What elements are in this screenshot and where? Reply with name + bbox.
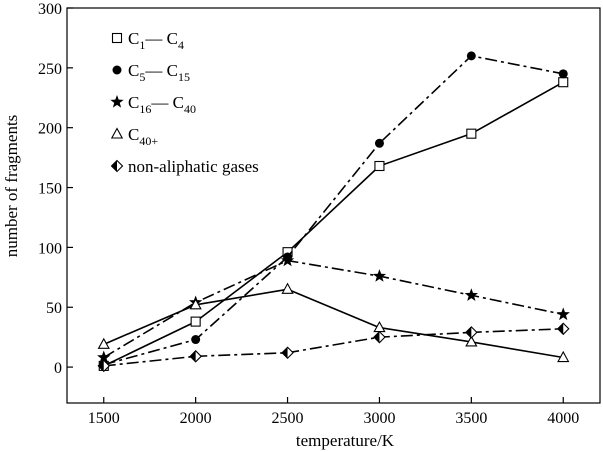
data-point (558, 77, 569, 88)
data-point (466, 128, 477, 139)
legend: C1— C4 C5— C15 C16— C40 C40+ non-aliphatic g… (110, 29, 259, 176)
y-axis-title: number of fragments (2, 115, 21, 258)
data-point (189, 298, 202, 310)
x-tick-label: 2500 (272, 410, 304, 427)
data-point (372, 269, 387, 282)
legend-label: C1— C4 (128, 29, 184, 52)
legend-marker (112, 65, 122, 75)
data-point (557, 350, 570, 363)
legend-marker (110, 127, 124, 139)
data-point (97, 359, 111, 373)
x-tick-label: 3500 (455, 410, 487, 427)
data-point (466, 51, 476, 61)
legend-label: non-aliphatic gases (128, 157, 259, 176)
x-tick-label: 2000 (180, 410, 212, 427)
data-point (190, 316, 201, 327)
legend-label: C40+ (128, 125, 158, 148)
series-line (103, 55, 564, 366)
x-tick-label: 4000 (547, 410, 579, 427)
data-point (97, 350, 111, 364)
data-point (374, 138, 384, 148)
data-point (464, 288, 478, 301)
x-tick-label: 3000 (363, 410, 395, 427)
y-tick-label: 100 (38, 240, 62, 257)
series-line (103, 327, 564, 367)
x-axis-title: temperature/K (296, 431, 395, 450)
data-point (191, 335, 201, 345)
x-tick-label: 1500 (88, 410, 120, 427)
series-line (103, 259, 564, 359)
series-line (103, 288, 564, 359)
plot-frame (66, 7, 601, 404)
data-point (373, 330, 386, 344)
data-point (281, 282, 294, 294)
legend-item-1: C1— C4 (111, 29, 184, 52)
series-line (103, 81, 564, 367)
legend-label: C5— C15 (128, 61, 190, 84)
legend-marker (110, 95, 124, 108)
data-point (281, 346, 294, 360)
axes: 1500 2000 2500 3000 3500 4000 0 50 100 150 200 250 3… (38, 1, 601, 427)
data-point (189, 350, 202, 363)
data-point (465, 335, 478, 347)
legend-label: C16— C40 (128, 93, 196, 116)
legend-item-4: C40+ (110, 125, 158, 148)
series-5 (97, 322, 570, 373)
y-tick-label: 300 (38, 1, 62, 18)
legend-marker (110, 159, 124, 173)
series-layer (97, 51, 570, 373)
data-point (558, 69, 568, 79)
legend-item-3: C16— C40 (110, 93, 196, 116)
data-point (556, 307, 570, 321)
y-tick-label: 50 (46, 300, 62, 317)
y-tick-label: 200 (38, 121, 62, 138)
data-point (374, 160, 385, 172)
data-point (97, 337, 110, 349)
legend-item-2: C5— C15 (112, 61, 190, 84)
y-tick-label: 150 (38, 181, 62, 198)
legend-item-5: non-aliphatic gases (110, 157, 259, 176)
data-point (556, 322, 570, 336)
y-tick-label: 250 (38, 61, 62, 78)
data-point (465, 326, 478, 339)
legend-marker (111, 32, 123, 44)
series-1 (98, 77, 569, 371)
series-4 (97, 282, 570, 363)
data-point (280, 253, 295, 267)
y-tick-label: 0 (54, 360, 62, 377)
